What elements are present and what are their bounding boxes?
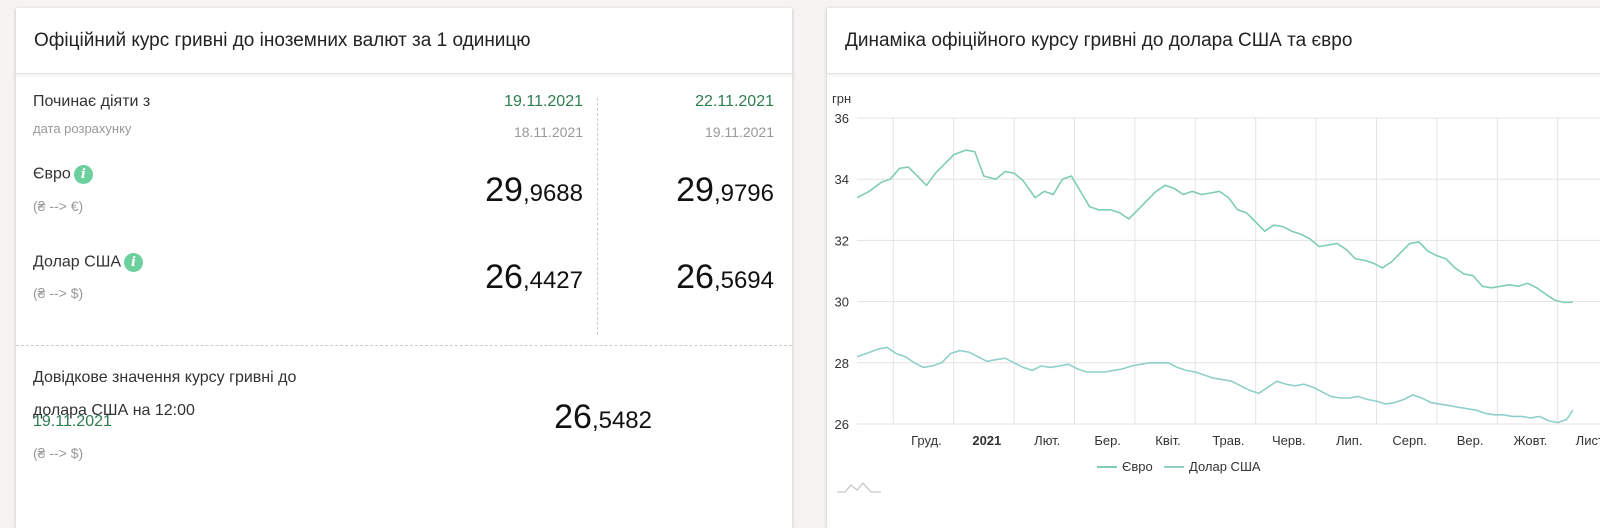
col2-usd-rate: 26,5694 [676, 258, 774, 297]
col1-eur-int: 29 [485, 171, 523, 209]
x-tick-label: Лют. [1034, 433, 1060, 448]
col1-eur-frac: ,9688 [522, 180, 583, 207]
series-line-0 [856, 149, 1573, 304]
rate-dynamics-title: Динаміка офіційного курсу гривні до дола… [827, 8, 1600, 74]
col1-usd-int: 26 [485, 258, 523, 296]
col2-calc-date: 19.11.2021 [704, 124, 774, 140]
y-tick-label: 28 [835, 356, 849, 371]
series-line-1 [856, 346, 1574, 424]
navigator-icon[interactable] [837, 482, 881, 493]
y-tick-label: 32 [835, 233, 849, 248]
eur-info-icon[interactable]: i [73, 165, 93, 184]
reference-int: 26 [554, 398, 592, 436]
usd-note: (₴ --> $) [33, 285, 84, 301]
col1-effective-date: 19.11.2021 [504, 93, 583, 110]
col2-usd-int: 26 [676, 258, 714, 296]
chart-series [856, 149, 1574, 424]
x-tick-label: Лист. [1576, 433, 1600, 448]
rate-line-chart: грн 26 28 30 32 34 36 Груд. 2021 Лют. Бер. Квіт. Тр… [832, 91, 1600, 493]
y-tick-label: 30 [835, 295, 849, 310]
x-tick-label: Квіт. [1155, 433, 1181, 448]
chart-grid [857, 117, 1600, 425]
x-tick-label: Вер. [1457, 433, 1484, 448]
usd-info-icon[interactable]: i [124, 253, 144, 272]
y-tick-label: 26 [835, 417, 849, 432]
usd-label: Долар США [33, 253, 122, 271]
x-tick-label: Трав. [1212, 433, 1244, 448]
x-tick-label: Серп. [1392, 433, 1427, 448]
legend-label-0: Євро [1122, 459, 1153, 474]
eur-note: (₴ --> €) [33, 198, 84, 214]
column-divider [597, 98, 598, 335]
col2-eur-int: 29 [676, 171, 714, 209]
y-tick-label: 34 [835, 172, 849, 187]
x-axis: Груд. 2021 Лют. Бер. Квіт. Трав. Черв. Лип. Серп… [911, 433, 1600, 448]
x-tick-label: Груд. [911, 433, 942, 448]
reference-label-line1: Довідкове значення курсу гривні до [33, 369, 297, 386]
usd-row-label: Долар США i [33, 253, 144, 272]
eur-label: Євро [33, 165, 71, 183]
official-rates-title: Офіційний курс гривні до іноземних валют… [16, 8, 792, 74]
reference-date: 19.11.2021 [33, 413, 112, 430]
x-tick-label: Лип. [1336, 433, 1362, 448]
x-tick-label: 2021 [972, 433, 1001, 448]
legend-label-1: Долар США [1189, 459, 1261, 474]
col2-usd-frac: ,5694 [713, 267, 774, 294]
y-axis-unit-label: грн [832, 91, 851, 106]
reference-frac: ,5482 [591, 407, 652, 434]
chart-legend: Євро Долар США [1097, 459, 1261, 474]
eur-row-label: Євро i [33, 165, 93, 184]
y-tick-label: 36 [835, 111, 849, 126]
y-axis: грн 26 28 30 32 34 36 [832, 91, 851, 432]
reference-note: (₴ --> $) [33, 445, 84, 461]
col2-eur-rate: 29,9796 [676, 171, 774, 210]
col1-calc-date: 18.11.2021 [513, 124, 583, 140]
official-rates-card: Офіційний курс гривні до іноземних валют… [16, 8, 792, 528]
effective-label: Починає діяти з [33, 93, 151, 110]
x-tick-label: Жовт. [1514, 433, 1548, 448]
col2-eur-frac: ,9796 [713, 180, 774, 207]
col2-effective-date: 22.11.2021 [695, 93, 774, 110]
x-tick-label: Бер. [1094, 433, 1121, 448]
rate-dynamics-card: Динаміка офіційного курсу гривні до дола… [827, 8, 1600, 528]
col1-usd-frac: ,4427 [522, 267, 583, 294]
section-divider [16, 345, 792, 346]
calc-date-label: дата розрахунку [33, 121, 132, 136]
col1-usd-rate: 26,4427 [485, 258, 583, 297]
col1-eur-rate: 29,9688 [485, 171, 583, 210]
reference-label: Довідкове значення курсу гривні до долар… [33, 361, 296, 427]
x-tick-label: Черв. [1272, 433, 1306, 448]
reference-rate: 26,5482 [554, 398, 652, 437]
reference-label-line2: долара США на 12:00 [33, 402, 195, 419]
